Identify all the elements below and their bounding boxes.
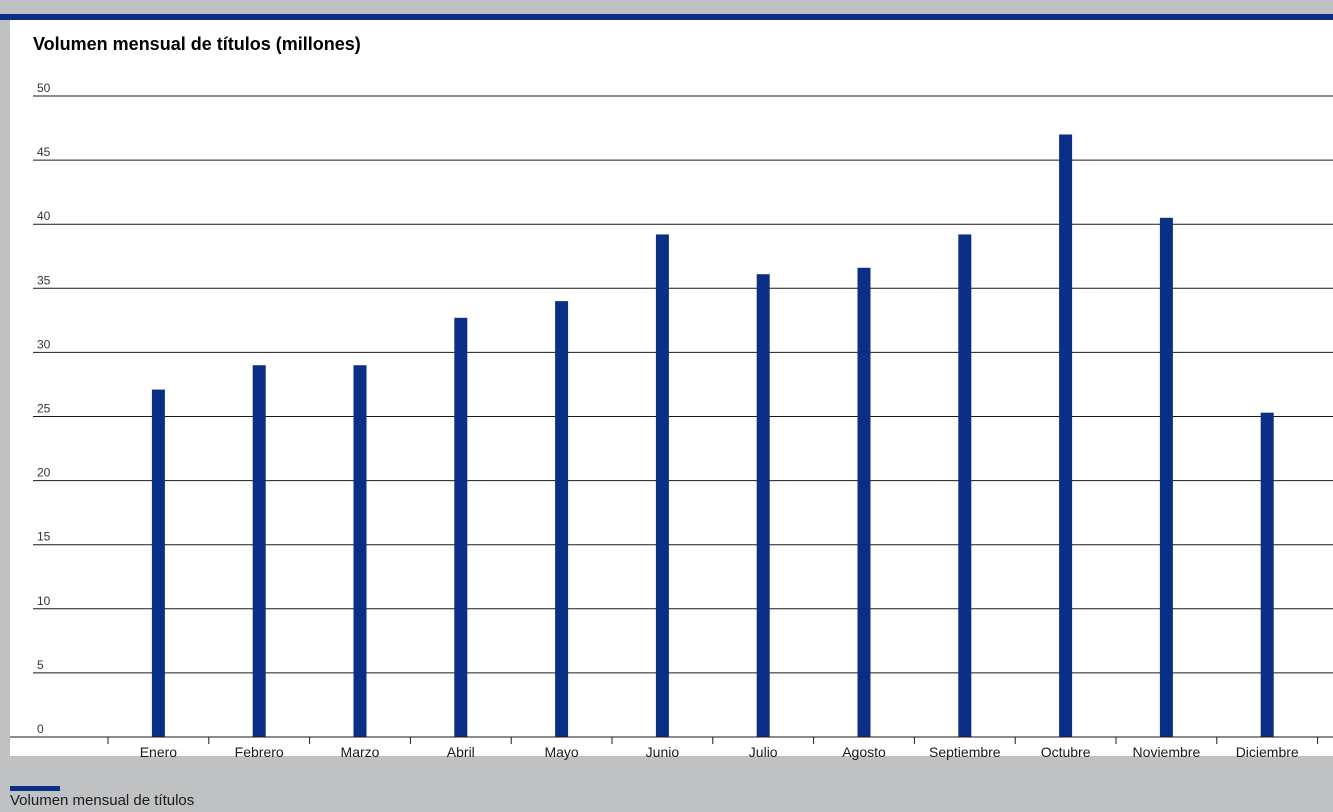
y-tick-label: 40 [37,209,51,223]
y-tick-label: 10 [37,594,51,608]
bar [756,274,770,737]
y-tick-label: 20 [37,466,51,480]
top-accent-bar [0,14,1333,20]
x-tick-label: Agosto [842,744,886,760]
x-tick-label: Noviembre [1133,744,1201,760]
bar [151,389,165,737]
y-tick-label: 35 [37,273,51,287]
chart-title: Volumen mensual de títulos (millones) [33,34,361,54]
y-tick-label: 25 [37,402,51,416]
bar [1159,217,1173,738]
x-tick-label: Octubre [1041,744,1091,760]
bar [655,234,669,737]
bar [1059,134,1073,737]
bar [555,301,569,737]
y-tick-label: 45 [37,145,51,159]
legend-swatch [10,786,60,791]
x-tick-label: Junio [646,744,680,760]
legend-label: Volumen mensual de títulos [10,792,195,809]
x-tick-label: Julio [749,744,778,760]
x-tick-label: Mayo [544,744,578,760]
y-tick-label: 50 [37,81,51,95]
bar [1260,412,1274,737]
x-tick-label: Diciembre [1236,744,1299,760]
bar [353,365,367,737]
y-tick-label: 0 [37,722,44,736]
x-tick-label: Febrero [235,744,284,760]
chart-panel [10,20,1333,756]
bar [857,267,871,737]
bar [454,317,468,737]
y-axis-tick-labels: 0 5 10 15 20 25 30 35 40 45 50 [37,81,51,736]
y-tick-label: 15 [37,530,51,544]
y-tick-label: 5 [37,658,44,672]
bar [958,234,972,737]
bar [252,365,266,737]
x-tick-label: Marzo [341,744,380,760]
gridlines [33,95,1333,674]
x-tick-label: Enero [140,744,178,760]
x-axis: Enero Febrero Marzo Abril Mayo Junio Julio Agos… [10,736,1333,760]
x-tick-label: Abril [447,744,475,760]
y-tick-label: 30 [37,337,51,351]
bars [151,134,1274,738]
x-tick-label: Septiembre [929,744,1001,760]
